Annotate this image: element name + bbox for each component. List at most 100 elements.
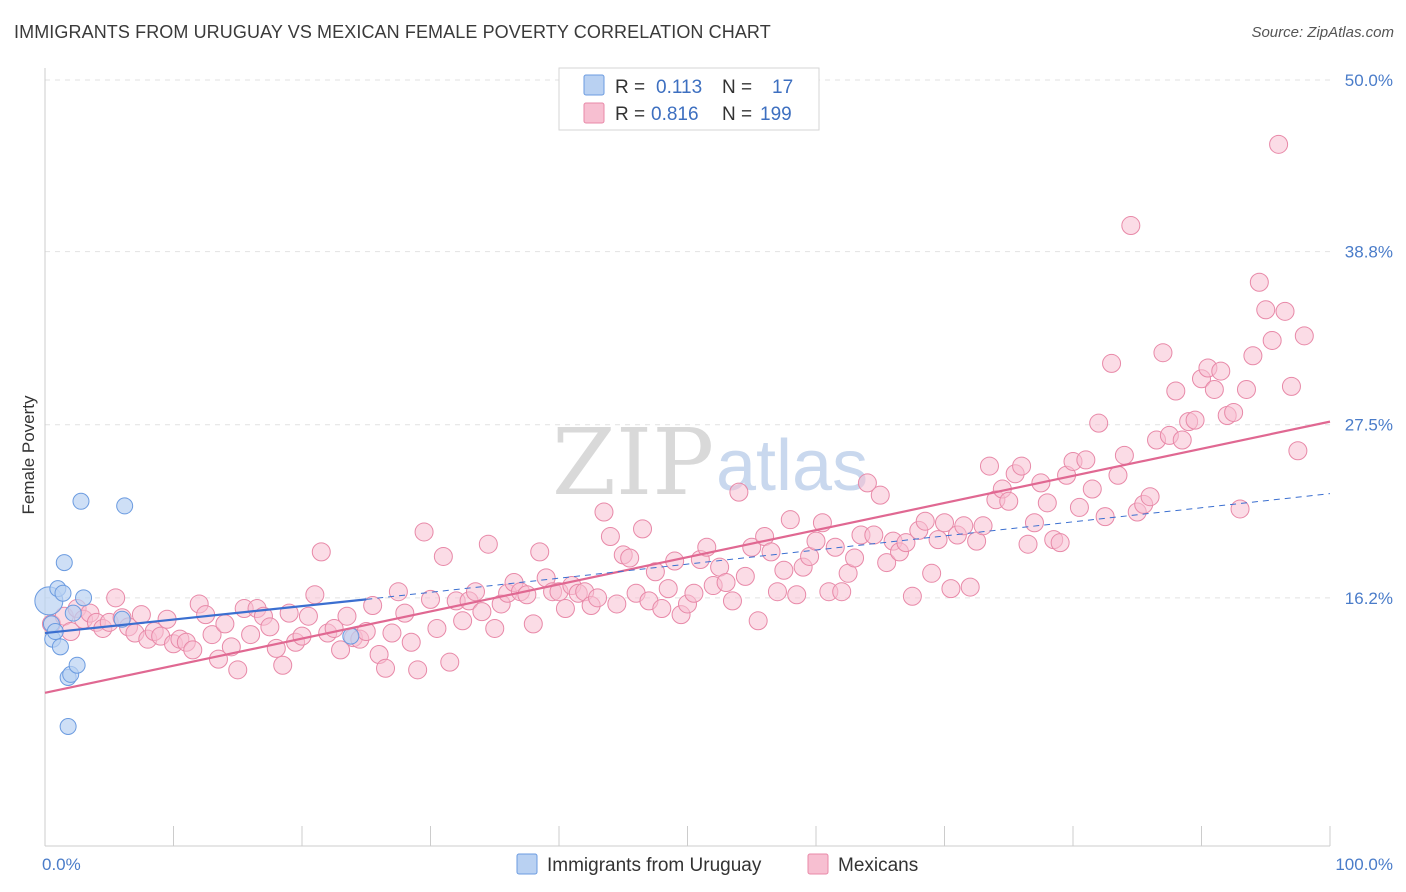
mexicans-point-61: [440, 652, 460, 672]
mexicans-point-127: [864, 525, 884, 545]
uruguay-point-11: [68, 656, 86, 674]
bottom-legend-label-uruguay: Immigrants from Uruguay: [547, 855, 762, 876]
mexicans-point-51: [376, 658, 396, 678]
mexicans-point-99: [684, 583, 704, 603]
mexicans-point-91: [633, 519, 653, 539]
mexicans-point-66: [472, 602, 492, 622]
mexicans-point-54: [395, 603, 415, 623]
y-tick-labels: 16.2% 27.5% 38.8% 50.0%: [1345, 71, 1393, 608]
y-tick-label-0: 16.2%: [1345, 589, 1393, 608]
legend-swatch-uruguay: [583, 74, 605, 96]
mexicans-points: [41, 134, 1314, 680]
mexicans-point-60: [433, 546, 453, 566]
mexicans-point-133: [902, 586, 922, 606]
mexicans-point-135: [915, 511, 935, 531]
mexicans-point-126: [857, 473, 877, 493]
legend-n-label-2: N =: [722, 104, 752, 125]
mexicans-point-142: [960, 577, 980, 597]
mexicans-point-132: [896, 533, 916, 553]
mexicans-point-106: [729, 482, 749, 502]
uruguay-point-6: [54, 584, 72, 602]
mexicans-point-138: [935, 513, 954, 533]
mexicans-point-175: [1172, 430, 1192, 450]
legend-swatch-mexicans: [583, 102, 605, 124]
mexicans-point-59: [427, 618, 447, 638]
mexicans-point-164: [1102, 353, 1122, 373]
mexicans-point-185: [1236, 379, 1256, 399]
mexicans-point-105: [722, 591, 742, 611]
mexicans-point-93: [645, 562, 665, 582]
mexicans-point-194: [1294, 326, 1314, 346]
watermark: ZIP atlas: [552, 409, 868, 516]
mexicans-point-112: [767, 582, 787, 602]
y-tick-label-2: 38.8%: [1345, 243, 1393, 262]
mexicans-point-67: [478, 534, 498, 554]
uruguay-point-5: [51, 638, 69, 656]
mexicans-point-53: [388, 582, 408, 602]
mexicans-point-107: [735, 566, 755, 586]
uruguay-point-15: [113, 610, 131, 628]
mexicans-point-41: [311, 542, 331, 562]
mexicans-point-45: [337, 606, 357, 626]
mexicans-point-40: [305, 585, 325, 605]
mexicans-point-189: [1262, 330, 1282, 350]
mexicans-point-111: [761, 542, 781, 562]
mexicans-point-27: [221, 637, 241, 657]
uruguay-trend-line: [44, 598, 367, 635]
mexicans-point-148: [999, 491, 1019, 511]
legend-n-value-1: 17: [772, 77, 793, 98]
mexicans-point-114: [780, 510, 800, 530]
legend-n-label-1: N =: [722, 77, 752, 98]
legend-r-value-1: 0.113: [656, 77, 702, 98]
mexicans-point-154: [1037, 493, 1057, 513]
mexicans-point-52: [382, 623, 402, 643]
uruguay-trend-extension: [366, 493, 1331, 600]
mexicans-point-187: [1249, 272, 1269, 292]
mexicans-point-44: [331, 640, 351, 660]
mexicans-point-75: [530, 542, 550, 562]
mexicans-point-85: [594, 502, 614, 522]
mexicans-point-188: [1256, 300, 1276, 320]
mexicans-point-183: [1224, 402, 1244, 422]
y-axis-title: Female Poverty: [19, 395, 38, 515]
mexicans-point-186: [1243, 346, 1263, 366]
uruguay-point-14: [116, 497, 134, 515]
mexicans-point-121: [825, 537, 845, 557]
legend-r-label-1: R =: [615, 77, 645, 98]
mexicans-point-79: [555, 599, 575, 619]
mexicans-point-39: [298, 606, 318, 626]
bottom-legend-swatch-mexicans: [807, 853, 829, 875]
x-tick-label-0: 0.0%: [42, 855, 81, 874]
mexicans-point-150: [1012, 456, 1032, 476]
mexicans-point-128: [870, 485, 890, 505]
axes: [44, 68, 1331, 847]
mexicans-point-160: [1076, 450, 1096, 470]
x-tick-label-1: 100.0%: [1335, 855, 1393, 874]
mexicans-point-84: [588, 588, 608, 608]
mexicans-point-122: [832, 582, 852, 602]
mexicans-point-58: [421, 589, 440, 609]
mexicans-point-170: [1140, 487, 1160, 507]
mexicans-point-30: [241, 625, 261, 645]
uruguay-point-10: [64, 604, 82, 622]
y-tick-label-3: 50.0%: [1345, 71, 1393, 90]
mexicans-point-156: [1050, 533, 1070, 553]
legend-n-value-2: 199: [760, 104, 792, 125]
mexicans-point-129: [877, 553, 897, 573]
mexicans-point-35: [273, 655, 293, 675]
y-tick-label-1: 27.5%: [1345, 416, 1393, 435]
mexicans-point-165: [1108, 465, 1128, 485]
mexicans-point-124: [845, 548, 865, 568]
uruguay-point-13: [75, 589, 93, 607]
mexicans-point-118: [806, 531, 826, 551]
mexicans-point-180: [1204, 379, 1224, 399]
legend-r-label-2: R =: [615, 104, 645, 125]
mexicans-point-9: [106, 588, 126, 608]
mexicans-point-177: [1185, 410, 1205, 430]
uruguay-point-12: [72, 492, 90, 510]
mexicans-point-162: [1089, 413, 1109, 433]
mexicans-point-152: [1024, 513, 1044, 533]
mexicans-point-104: [716, 572, 736, 592]
mexicans-point-159: [1069, 497, 1089, 517]
